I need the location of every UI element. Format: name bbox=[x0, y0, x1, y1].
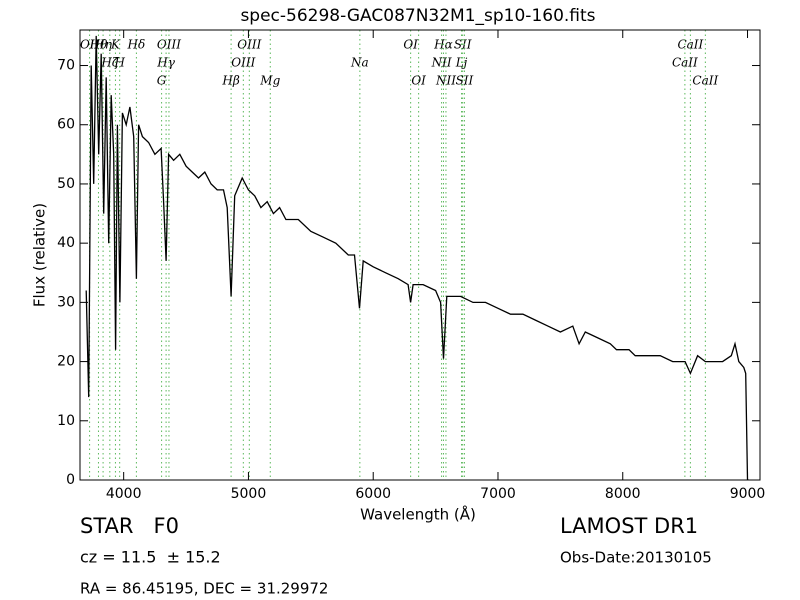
plot-frame bbox=[79, 29, 761, 481]
x-tick-label: 4000 bbox=[106, 486, 142, 502]
x-axis-label: Wavelength (Å) bbox=[360, 505, 476, 524]
x-tick-label: 5000 bbox=[231, 486, 267, 502]
spectral-line-label: CaII bbox=[677, 38, 703, 52]
x-tick-label: 9000 bbox=[730, 486, 766, 502]
y-tick-label: 10 bbox=[57, 413, 75, 429]
y-axis-label: Flux (relative) bbox=[31, 203, 49, 307]
spectral-line-label: Mg bbox=[259, 74, 280, 88]
x-tick-label: 7000 bbox=[480, 486, 516, 502]
spectral-line-label: H bbox=[113, 56, 125, 70]
spectral-line-label: NII bbox=[431, 56, 452, 70]
spectral-line-label: Hη bbox=[93, 38, 112, 52]
footer-class: STAR F0 bbox=[80, 514, 179, 538]
spectral-line-label: OIII bbox=[231, 56, 255, 70]
spectral-line-label: Hα bbox=[433, 38, 453, 52]
y-tick-label: 0 bbox=[66, 472, 75, 488]
spectral-line-label: OI bbox=[403, 38, 418, 52]
x-tick-label: 8000 bbox=[605, 486, 641, 502]
y-tick-label: 20 bbox=[57, 354, 75, 370]
spectral-line-label: Hδ bbox=[127, 38, 146, 52]
y-tick-label: 30 bbox=[57, 294, 75, 310]
y-tick-label: 70 bbox=[57, 58, 75, 74]
spectrum-line bbox=[85, 35, 749, 480]
spectral-line-label: Hγ bbox=[156, 56, 175, 70]
spectral-line-label: OII bbox=[80, 38, 100, 52]
spectral-line-label: Hβ bbox=[221, 74, 239, 88]
spectral-line-label: NII bbox=[435, 74, 456, 88]
spectral-line-label: OI bbox=[411, 74, 426, 88]
footer-cz: cz = 11.5 ± 15.2 bbox=[80, 548, 221, 567]
spectral-line-label: SII bbox=[454, 38, 472, 52]
spectral-line-label: Lj bbox=[455, 56, 468, 70]
spectral-line-label: K bbox=[110, 38, 121, 52]
footer-release: LAMOST DR1 bbox=[560, 514, 698, 538]
spectral-line-label: CaII bbox=[672, 56, 698, 70]
y-tick-label: 50 bbox=[57, 176, 75, 192]
y-tick-label: 40 bbox=[57, 235, 75, 251]
spectral-line-label: OIII bbox=[157, 38, 181, 52]
spectral-line-label: OIII bbox=[237, 38, 261, 52]
x-tick-label: 6000 bbox=[355, 486, 391, 502]
y-tick-label: 60 bbox=[57, 117, 75, 133]
spectral-line-label: SII bbox=[456, 74, 474, 88]
spectral-line-label: Na bbox=[350, 56, 369, 70]
spectral-line-label: G bbox=[157, 74, 167, 88]
spectral-line-label: CaII bbox=[692, 74, 718, 88]
spectral-line-label: Hζ bbox=[100, 56, 119, 70]
footer-date: Obs-Date:20130105 bbox=[560, 549, 712, 567]
footer-coords: RA = 86.45195, DEC = 31.29972 bbox=[80, 580, 328, 598]
chart-title: spec-56298-GAC087N32M1_sp10-160.fits bbox=[240, 6, 595, 26]
